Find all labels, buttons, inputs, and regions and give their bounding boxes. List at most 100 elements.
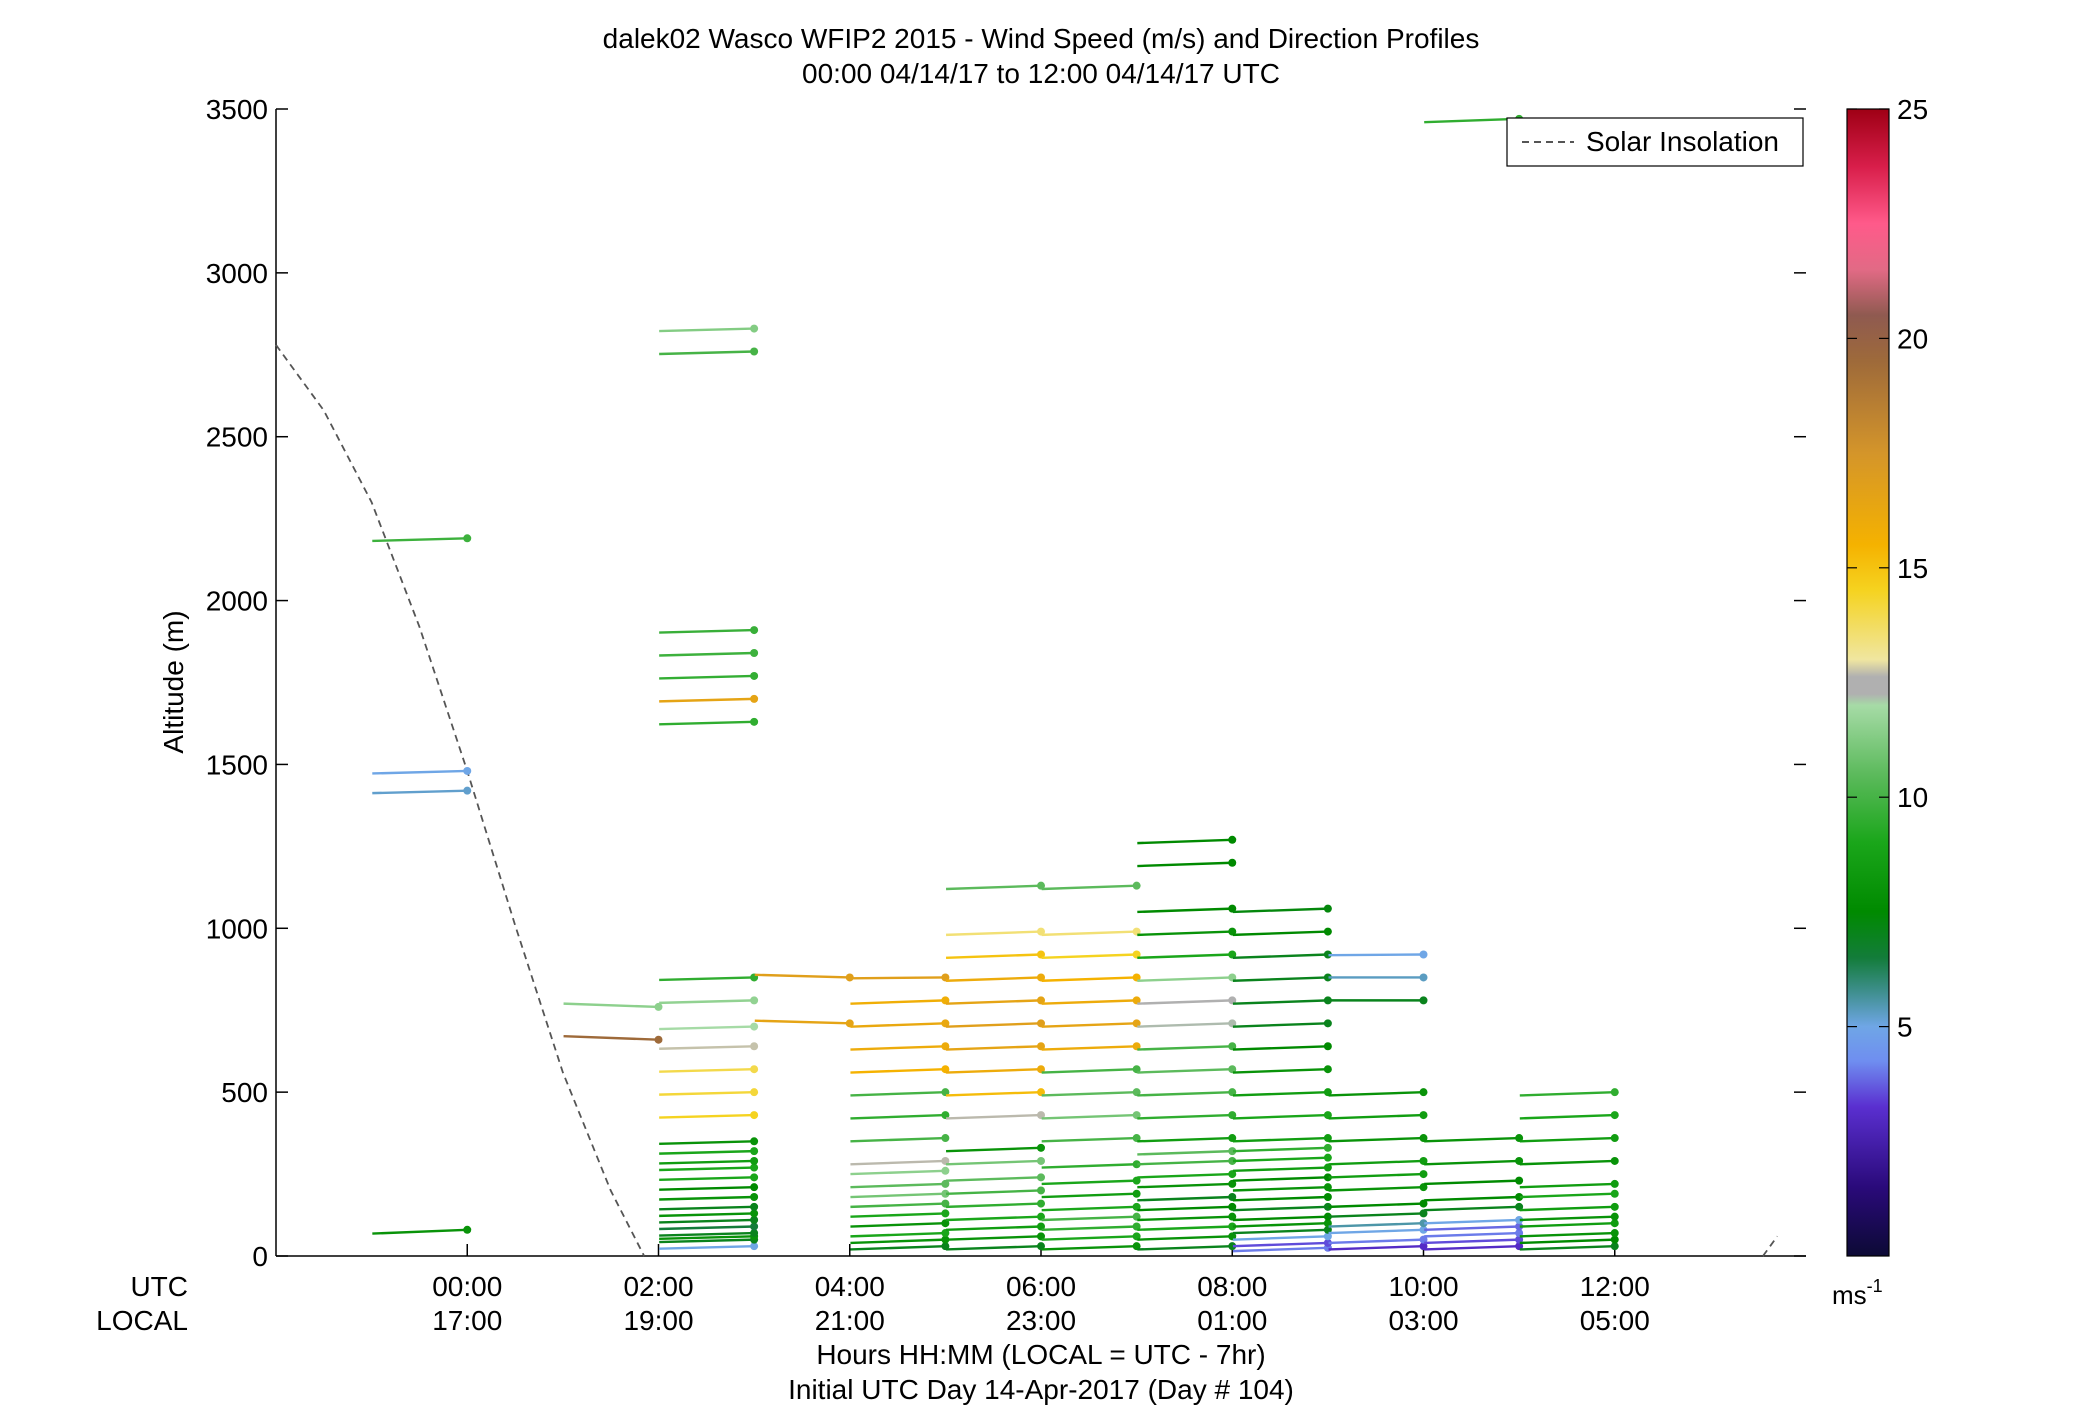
wind-barb-tail	[1041, 930, 1137, 937]
wind-barb-tail	[1041, 1045, 1137, 1051]
wind-barb-tail	[1137, 861, 1233, 868]
wind-barb-point	[1132, 950, 1141, 959]
wind-barb-tail	[946, 1022, 1042, 1028]
wind-barb-tail	[1041, 1215, 1137, 1222]
wind-barb	[1041, 1242, 1141, 1251]
wind-barb	[1041, 996, 1141, 1005]
wind-barb-tail	[946, 999, 1042, 1005]
wind-barb-tail	[850, 1192, 946, 1199]
wind-barb	[659, 996, 759, 1005]
wind-barb	[1232, 950, 1332, 960]
wind-barb-tail	[946, 1113, 1042, 1120]
wind-barb-point	[1323, 1134, 1332, 1143]
wind-barb-tail	[946, 1176, 1042, 1182]
wind-barb	[659, 1088, 759, 1097]
wind-barb	[1328, 1242, 1428, 1251]
x-tick-label-local: 01:00	[1197, 1305, 1267, 1336]
wind-barb-tail	[659, 1244, 755, 1250]
wind-barb-tail	[1232, 1222, 1328, 1228]
wind-barb-point	[1228, 1179, 1237, 1188]
x-tick-label-utc: 04:00	[815, 1271, 885, 1302]
wind-barb-point	[1419, 1242, 1428, 1251]
wind-barb-tail	[850, 976, 946, 980]
x-tick-label-utc: 12:00	[1580, 1271, 1650, 1302]
x-tick-label-local: 21:00	[815, 1305, 885, 1336]
wind-barb-point	[941, 1111, 950, 1120]
wind-barb	[1424, 1229, 1524, 1238]
wind-barb-tail	[850, 1090, 946, 1097]
wind-barb-tail	[1041, 1225, 1137, 1232]
x-tick-label-local: 05:00	[1580, 1305, 1650, 1336]
wind-barb-point	[1419, 973, 1428, 982]
wind-barb-point	[1037, 1042, 1045, 1051]
wind-barb-tail	[1328, 1090, 1424, 1097]
wind-barb-point	[750, 1173, 759, 1182]
y-tick-label: 500	[221, 1077, 268, 1108]
wind-barb	[659, 1137, 759, 1146]
chart-subtitle: 00:00 04/14/17 to 12:00 04/14/17 UTC	[802, 58, 1280, 89]
wind-barb-tail	[850, 999, 946, 1005]
wind-barb-point	[463, 766, 472, 775]
wind-barb	[850, 1065, 950, 1074]
wind-barb-point	[1419, 1199, 1428, 1208]
wind-barb-tail	[1137, 1235, 1233, 1241]
wind-barb-tail	[659, 1225, 755, 1231]
wind-barb-tail	[659, 1195, 755, 1201]
wind-barb-point	[750, 1229, 759, 1238]
x-tick-label-utc: 02:00	[623, 1271, 693, 1302]
wind-barb	[1041, 1212, 1141, 1222]
wind-barb-tail	[1328, 1228, 1424, 1235]
y-tick-label: 3000	[206, 258, 268, 289]
wind-barb-tail	[1137, 1225, 1233, 1232]
wind-barb-tail	[850, 1212, 946, 1218]
wind-barb	[946, 1222, 1045, 1232]
wind-barb-tail	[659, 976, 755, 982]
wind-barb-tail	[1232, 930, 1328, 937]
wind-barb	[659, 649, 759, 658]
wind-barb-point	[1515, 1242, 1524, 1251]
wind-barb-point	[941, 1065, 950, 1074]
wind-barb-point	[1323, 973, 1332, 982]
wind-barb-point	[750, 694, 759, 703]
wind-barb	[850, 1042, 950, 1051]
wind-barb-point	[1037, 1222, 1045, 1231]
wind-barb-point	[750, 1183, 759, 1192]
wind-barb	[1232, 1042, 1332, 1051]
wind-barb-point	[1610, 1212, 1619, 1221]
wind-barb-point	[1419, 1170, 1428, 1179]
wind-barb-tail	[850, 1136, 946, 1143]
wind-barb-point	[1610, 1134, 1619, 1143]
wind-barb-point	[941, 1209, 950, 1218]
y-axis-label: Altitude (m)	[158, 610, 189, 753]
wind-barb	[659, 1229, 759, 1238]
wind-barb	[1041, 1232, 1141, 1241]
wind-barb-tail	[659, 1025, 755, 1031]
wind-barb-point	[1037, 973, 1045, 982]
wind-barb	[946, 1186, 1045, 1195]
wind-barb-tail	[1232, 1195, 1328, 1202]
wind-barb	[1328, 1156, 1428, 1166]
wind-barb	[563, 1035, 663, 1044]
wind-barb-tail	[1041, 884, 1137, 891]
wind-barb	[1328, 1170, 1428, 1179]
wind-barb-point	[941, 1156, 950, 1165]
wind-barb	[1041, 927, 1141, 937]
wind-barb	[1232, 1212, 1332, 1222]
wind-barb-point	[1610, 1156, 1619, 1165]
wind-barb-point	[941, 1134, 950, 1143]
wind-barb-point	[1228, 996, 1237, 1005]
wind-barb	[946, 1042, 1045, 1051]
wind-barb-point	[1419, 1235, 1428, 1244]
wind-barb-point	[1228, 1222, 1237, 1231]
wind-barb-tail	[1137, 1244, 1233, 1251]
wind-barb-point	[1037, 1199, 1045, 1208]
wind-barb-point	[1419, 1111, 1428, 1120]
wind-barb-tail	[659, 1231, 755, 1237]
wind-barb	[659, 1209, 759, 1218]
wind-barb-tail	[1424, 1244, 1520, 1251]
wind-barb	[1328, 973, 1428, 982]
wind-barb-tail	[659, 350, 755, 356]
wind-barb-point	[1610, 1088, 1619, 1097]
wind-barb-point	[1132, 996, 1141, 1005]
